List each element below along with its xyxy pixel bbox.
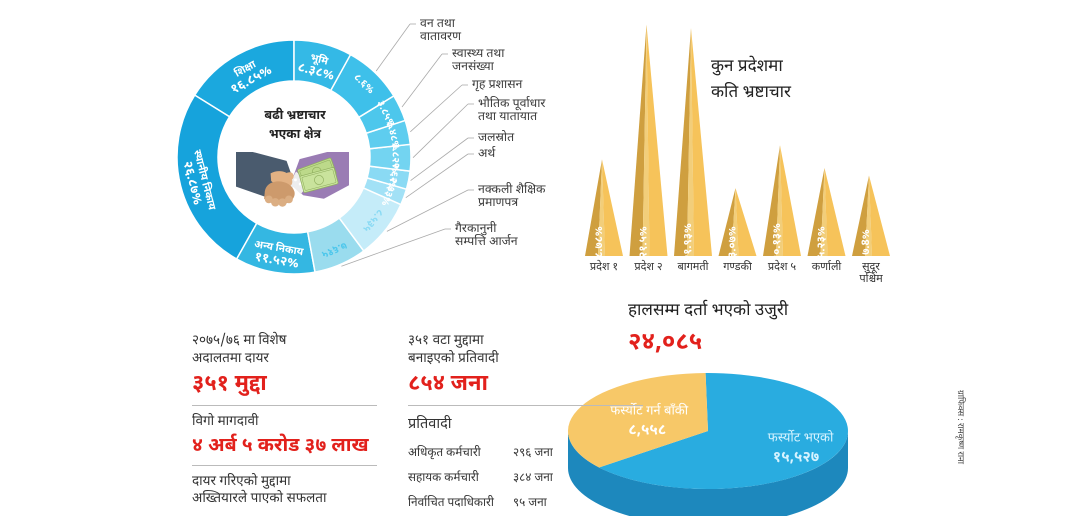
svg-text:२१.५%: २१.५% [638,226,652,258]
svg-text:सम्पत्ति आर्जन: सम्पत्ति आर्जन [455,233,518,251]
svg-text:कर्णाली: कर्णाली [812,260,842,275]
svg-text:प्रदेश ५: प्रदेश ५ [768,260,796,275]
svg-text:बागमती: बागमती [677,260,708,275]
svg-text:२१.९३%: २१.९३% [682,223,696,261]
svg-text:प्रमाणपत्र: प्रमाणपत्र [478,196,518,212]
svg-text:१५,५२७: १५,५२७ [773,450,819,469]
svg-text:१०.१३%: १०.१३% [771,223,785,261]
svg-text:गण्डकी: गण्डकी [723,260,752,275]
svg-text:गृह प्रशासन: गृह प्रशासन [472,78,523,94]
svg-text:तथा यातायात: तथा यातायात [478,110,538,126]
svg-text:प्रदेश २: प्रदेश २ [634,260,662,275]
svg-text:प्रदेश १: प्रदेश १ [590,260,618,275]
svg-text:५.२३%: ५.२३% [816,226,830,258]
svg-text:८.७८%: ८.७८% [593,226,607,258]
svg-text:३.०७%: ३.०७% [727,226,741,258]
svg-text:पश्चिम: पश्चिम [859,272,883,287]
svg-text:७.8%: ७.8% [860,229,874,255]
svg-text:अर्थ: अर्थ [478,145,496,163]
svg-text:जलस्रोत: जलस्रोत [478,129,515,147]
svg-text:८,५५८: ८,५५८ [628,423,666,442]
svg-text:वातावरण: वातावरण [420,30,462,46]
svg-text:फर्स्योट भएको: फर्स्योट भएको [768,430,834,448]
svg-text:जनसंख्या: जनसंख्या [452,59,495,76]
